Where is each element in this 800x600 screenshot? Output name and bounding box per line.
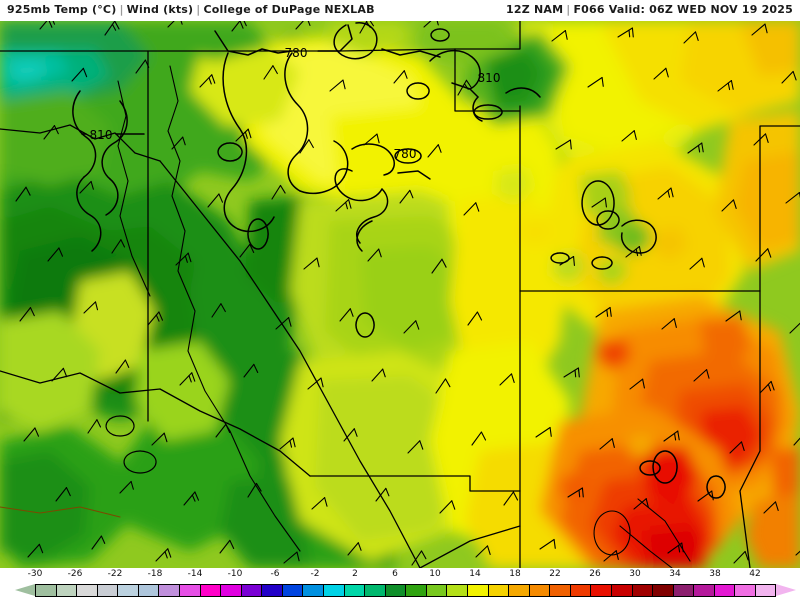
colorbar-swatch[interactable] (240, 584, 262, 597)
colorbar-swatch[interactable] (220, 584, 241, 597)
header-field2-label: Wind (kts) (126, 3, 194, 16)
colorbar-swatch[interactable] (425, 584, 447, 597)
header-model-run-label: 12Z NAM (506, 3, 564, 16)
colorbar-swatch[interactable] (323, 584, 344, 597)
wind-barbs (15, 21, 800, 566)
colorbar-tick-22: 22 (549, 569, 561, 579)
colorbar-tick-18: 18 (509, 569, 521, 579)
colorbar-swatch[interactable] (96, 584, 118, 597)
colorbar-swatch[interactable] (734, 584, 755, 597)
header-separator-1: | (119, 3, 124, 16)
colorbar-tick-neg2: -2 (310, 569, 320, 579)
colorbar-swatch[interactable] (528, 584, 550, 597)
temperature-field (0, 21, 800, 568)
colorbar-swatch[interactable] (590, 584, 611, 597)
colorbar-swatch[interactable] (405, 584, 426, 597)
header-separator-3: | (566, 3, 571, 16)
colorbar-swatch[interactable] (76, 584, 97, 597)
colorbar-swatch[interactable] (467, 584, 488, 597)
colorbar-swatch[interactable] (384, 584, 406, 597)
colorbar-swatch[interactable] (549, 584, 570, 597)
colorbar-swatch[interactable] (261, 584, 282, 597)
colorbar-swatch[interactable] (693, 584, 714, 597)
colorbar-swatch[interactable] (364, 584, 385, 597)
colorbar-swatch[interactable] (281, 584, 303, 597)
colorbar[interactable]: -30 -26 -22 -18 -14 -10 -6 -2 2 6 10 14 18 22 26 30 34 38… (0, 568, 800, 600)
contour-lines (72, 22, 726, 499)
header-bar: 925mb Temp (°C) | Wind (kts) | College of Du… (0, 0, 800, 21)
colorbar-tick-labels: -30 -26 -22 -18 -14 -10 -6 -2 2 6 10 14 18 22 26 30 34 38… (0, 569, 800, 583)
colorbar-swatch[interactable] (631, 584, 653, 597)
map-svg: 780 810 810 780 (0, 21, 800, 568)
colorbar-tick-2: 2 (352, 569, 358, 579)
colorbar-swatch[interactable] (343, 584, 365, 597)
colorbar-tick-6: 6 (392, 569, 398, 579)
contour-label-810-topright: 810 (478, 71, 501, 85)
colorbar-swatch[interactable] (302, 584, 323, 597)
colorbar-tick-14: 14 (469, 569, 481, 579)
colorbar-swatch[interactable] (755, 584, 776, 597)
colorbar-swatch[interactable] (179, 584, 200, 597)
colorbar-tick-42: 42 (749, 569, 761, 579)
colorbar-swatch[interactable] (487, 584, 509, 597)
colorbar-swatch[interactable] (158, 584, 179, 597)
colorbar-swatch[interactable] (199, 584, 221, 597)
colorbar-tick-26: 26 (589, 569, 601, 579)
contour-label-780-top: 780 (285, 46, 308, 60)
colorbar-swatch[interactable] (713, 584, 735, 597)
colorbar-swatch[interactable] (35, 584, 56, 597)
header-right-title: 12Z NAM | F066 Valid: 06Z WED NOV 19 2025 (506, 3, 793, 16)
colorbar-tick-38: 38 (709, 569, 721, 579)
colorbar-tick-neg22: -22 (107, 569, 123, 579)
contour-label-group: 780 810 810 780 (90, 46, 501, 161)
colorbar-swatch[interactable] (55, 584, 77, 597)
contour-label-780-center: 780 (394, 147, 417, 161)
colorbar-tick-neg18: -18 (147, 569, 163, 579)
colorbar-tick-30: 30 (629, 569, 641, 579)
colorbar-low-extend-arrow (15, 584, 35, 596)
colorbar-high-extend-arrow (775, 584, 796, 596)
colorbar-swatch[interactable] (137, 584, 159, 597)
colorbar-tick-neg30: -30 (27, 569, 43, 579)
colorbar-swatch[interactable] (611, 584, 632, 597)
colorbar-tick-neg6: -6 (270, 569, 280, 579)
colorbar-swatch[interactable] (508, 584, 529, 597)
colorbar-tick-neg14: -14 (187, 569, 203, 579)
header-left-title: 925mb Temp (°C) | Wind (kts) | College of Du… (7, 3, 375, 16)
colorbar-swatch[interactable] (569, 584, 591, 597)
colorbar-tick-neg10: -10 (227, 569, 243, 579)
header-valid-time-label: F066 Valid: 06Z WED NOV 19 2025 (573, 3, 793, 16)
map-canvas[interactable]: 780 810 810 780 (0, 21, 800, 568)
colorbar-swatch[interactable] (672, 584, 694, 597)
header-separator-2: | (196, 3, 201, 16)
colorbar-swatch[interactable] (117, 584, 138, 597)
header-product-label: 925mb Temp (°C) (7, 3, 117, 16)
colorbar-tick-neg26: -26 (67, 569, 83, 579)
colorbar-swatch[interactable] (446, 584, 467, 597)
colorbar-swatch[interactable] (652, 584, 673, 597)
political-boundaries (0, 21, 800, 568)
colorbar-tick-10: 10 (429, 569, 441, 579)
contour-label-810-left: 810 (90, 128, 113, 142)
colorbar-swatch-strip[interactable] (0, 584, 800, 597)
header-source-label: College of DuPage NEXLAB (203, 3, 375, 16)
colorbar-tick-34: 34 (669, 569, 681, 579)
